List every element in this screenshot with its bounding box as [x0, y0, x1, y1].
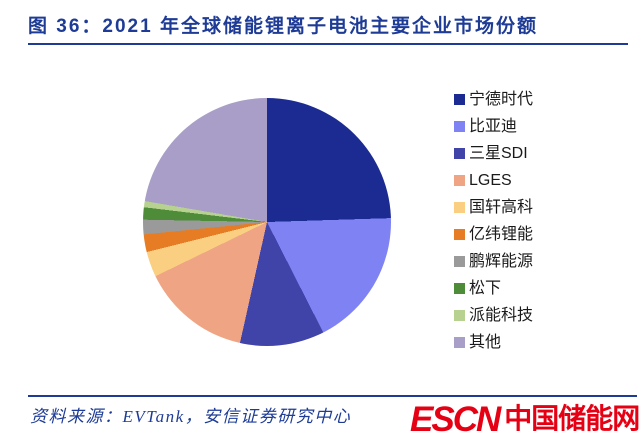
title-divider	[28, 43, 628, 45]
legend-item-label: 派能科技	[469, 306, 534, 324]
legend-swatch	[454, 283, 465, 294]
escn-logo: ESCN 中国储能网	[410, 400, 640, 439]
legend-item: 三星SDI	[454, 140, 533, 167]
figure-title: 图 36：2021 年全球储能锂离子电池主要企业市场份额	[28, 16, 538, 37]
legend-swatch	[454, 337, 465, 348]
legend-swatch	[454, 202, 465, 213]
legend-item: 其他	[454, 329, 533, 356]
legend-item: 国轩高科	[454, 194, 533, 221]
legend-swatch	[454, 229, 465, 240]
legend-item: 比亚迪	[454, 113, 533, 140]
legend-item-label: LGES	[469, 171, 512, 189]
legend-item-label: 其他	[469, 333, 502, 351]
legend-item: 松下	[454, 275, 533, 302]
legend-item-label: 鹏辉能源	[469, 252, 534, 270]
legend-swatch	[454, 175, 465, 186]
legend-item: LGES	[454, 167, 533, 194]
legend-item-label: 比亚迪	[469, 117, 518, 135]
legend-item-label: 国轩高科	[469, 198, 534, 216]
legend-swatch	[454, 94, 465, 105]
source-note: 资料来源：EVTank，安信证券研究中心	[30, 407, 352, 426]
chart-legend: 宁德时代比亚迪三星SDI LGES 国轩高科亿纬锂能鹏辉能源松下派能科技其他	[454, 86, 533, 356]
legend-item-label: 亿纬锂能	[469, 225, 534, 243]
legend-item-label: 三星SDI	[469, 144, 528, 162]
legend-swatch	[454, 148, 465, 159]
legend-item: 派能科技	[454, 302, 533, 329]
pie-chart	[143, 98, 391, 346]
legend-item: 宁德时代	[454, 86, 533, 113]
legend-item: 亿纬锂能	[454, 221, 533, 248]
legend-item: 鹏辉能源	[454, 248, 533, 275]
footer-divider	[28, 395, 637, 397]
legend-item-label: 宁德时代	[469, 90, 534, 108]
legend-swatch	[454, 121, 465, 132]
legend-item-label: 松下	[469, 279, 502, 297]
legend-swatch	[454, 310, 465, 321]
legend-swatch	[454, 256, 465, 267]
escn-logo-chinese: 中国储能网	[504, 403, 640, 434]
escn-logo-latin: ESCN	[410, 400, 501, 439]
